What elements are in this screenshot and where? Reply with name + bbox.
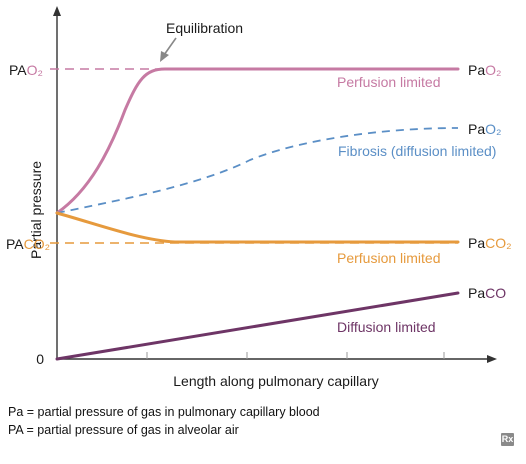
o2-perfusion-annotation: Perfusion limited <box>337 74 441 90</box>
co2-right-label: PaCO₂ <box>468 235 512 251</box>
x-axis-label: Length along pulmonary capillary <box>173 373 378 389</box>
pao2-left-label: PAO₂ <box>9 62 43 78</box>
paco2-left-sub: CO₂ <box>24 236 50 252</box>
o2-perfusion-right-label: PaO₂ <box>468 62 501 78</box>
o2-fibrosis-right-base: Pa <box>468 121 485 137</box>
paco2-left-base: PA <box>6 236 24 252</box>
co2-right-sub: CO₂ <box>485 235 511 251</box>
fibrosis-annotation: Fibrosis (diffusion limited) <box>338 143 496 159</box>
zero-label: 0 <box>36 351 44 367</box>
co-right-label: PaCO <box>468 285 506 301</box>
y-axis-label: Partial pressure <box>28 161 44 259</box>
co-right-sub: CO <box>485 285 506 301</box>
pao2-left-sub: O₂ <box>27 62 43 78</box>
co2-perfusion-annotation: Perfusion limited <box>337 250 441 266</box>
pao2-left-base: PA <box>9 62 27 78</box>
equilibration-arrowhead <box>160 51 169 62</box>
x-axis-arrow <box>487 355 497 363</box>
equilibration-arrow <box>163 37 177 56</box>
o2-fibrosis-right-label: PaO₂ <box>468 121 501 137</box>
o2-fibrosis-curve <box>56 127 459 214</box>
co2-perfusion-curve <box>55 211 460 244</box>
y-axis-arrow <box>53 6 61 16</box>
o2-fibrosis-right-sub: O₂ <box>485 121 501 137</box>
o2-perfusion-right-base: Pa <box>468 62 485 78</box>
co-right-base: Pa <box>468 285 485 301</box>
axes <box>53 6 497 363</box>
x-ticks <box>146 352 445 359</box>
o2-perfusion-curve <box>55 67 460 215</box>
co-diffusion-curve <box>55 291 460 361</box>
co2-right-base: Pa <box>468 235 485 251</box>
footnote-pa-blood: Pa = partial pressure of gas in pulmonar… <box>8 405 320 419</box>
equilibration-label: Equilibration <box>166 20 243 36</box>
footnote-pa-alveolar: PA = partial pressure of gas in alveolar… <box>8 423 239 437</box>
paco2-left-label: PACO₂ <box>6 236 50 252</box>
o2-perfusion-right-sub: O₂ <box>485 62 501 78</box>
rx-badge-icon: Rx <box>501 433 514 446</box>
co-diffusion-annotation: Diffusion limited <box>337 319 436 335</box>
